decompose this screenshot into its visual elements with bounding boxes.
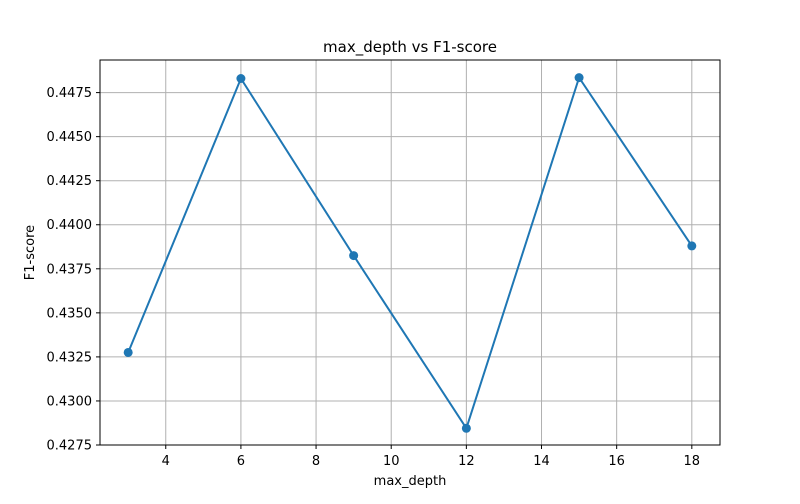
y-tick-label: 0.4425 <box>47 174 93 189</box>
chart-title: max_depth vs F1-score <box>323 38 497 57</box>
x-tick-label: 16 <box>608 454 625 469</box>
y-tick-label: 0.4275 <box>47 439 93 454</box>
series-line <box>127 75 693 431</box>
data-point-marker <box>236 74 246 84</box>
x-tick-label: 6 <box>237 454 245 469</box>
y-axis-label: F1-score <box>23 225 38 280</box>
x-tick-label: 10 <box>383 454 400 469</box>
data-point-marker <box>123 347 133 357</box>
y-tick-label: 0.4475 <box>47 86 93 101</box>
y-axis-ticks: 0.4275 0.4300 0.4325 0.4350 0.4375 0.4400 0.44… <box>47 86 100 454</box>
data-point-marker <box>461 423 471 433</box>
series-layer <box>123 73 697 433</box>
x-axis-ticks: 4 6 8 10 12 14 16 18 <box>162 445 700 469</box>
data-point-marker <box>687 241 697 251</box>
y-tick-label: 0.4350 <box>47 306 93 321</box>
y-tick-label: 0.4300 <box>47 394 93 409</box>
x-axis-label: max_depth <box>374 474 447 489</box>
x-tick-label: 14 <box>533 454 550 469</box>
data-point-marker <box>574 73 584 83</box>
x-tick-label: 12 <box>458 454 475 469</box>
y-tick-label: 0.4325 <box>47 350 93 365</box>
x-tick-label: 18 <box>684 454 701 469</box>
y-tick-label: 0.4400 <box>47 218 93 233</box>
x-tick-label: 8 <box>312 454 320 469</box>
x-tick-label: 4 <box>162 454 170 469</box>
grid-lines <box>100 60 720 446</box>
y-tick-label: 0.4450 <box>47 130 93 145</box>
y-tick-label: 0.4375 <box>47 262 93 277</box>
plot-frame <box>99 59 721 446</box>
data-point-marker <box>349 251 359 261</box>
